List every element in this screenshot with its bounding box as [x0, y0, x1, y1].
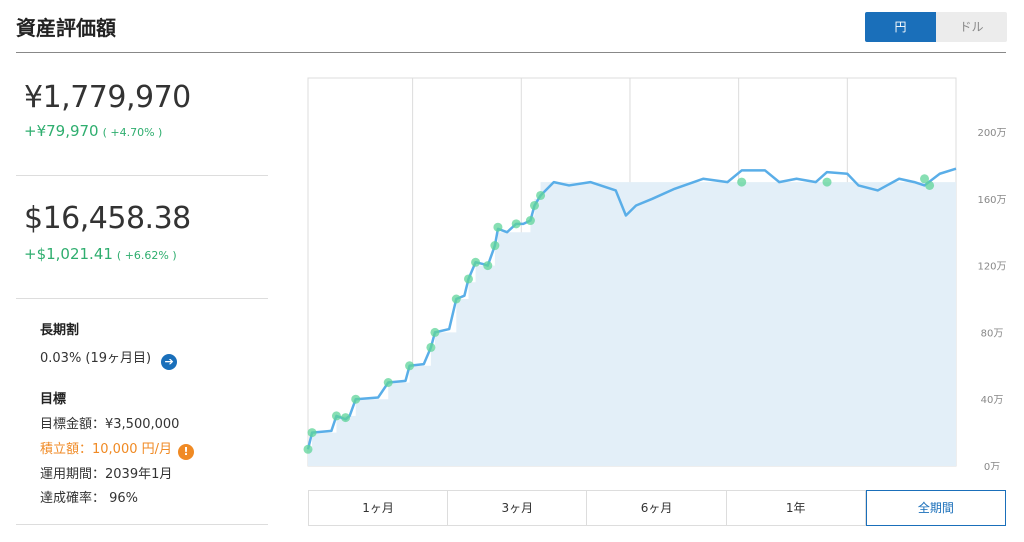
invested-area [308, 182, 956, 466]
usd-total-value: $16,458.38 [24, 201, 191, 236]
asset-chart-svg: 05/1909/03'18/12/1904/0507/2111/050万40万8… [303, 77, 1007, 470]
page-header: 資産評価額 円 ドル [0, 0, 1024, 54]
goal-probability: 達成確率： 96% [40, 491, 139, 506]
deposit-marker [925, 180, 935, 190]
deposit-marker [351, 394, 361, 404]
yen-change-amount: +¥79,970 [24, 122, 99, 140]
deposit-marker [536, 190, 546, 200]
range-tab[interactable]: 全期間 [865, 490, 1007, 526]
deposit-marker [525, 216, 535, 226]
range-tab[interactable]: 6ヶ月 [587, 490, 727, 526]
goal-monthly-row: 積立額：10,000 円/月! [40, 438, 194, 460]
summary-divider [16, 175, 268, 176]
warning-icon[interactable]: ! [178, 444, 194, 460]
y-tick-label: 160万 [977, 195, 1006, 206]
deposit-marker [493, 222, 503, 232]
currency-toggle: 円 ドル [865, 12, 1007, 42]
deposit-marker [511, 219, 521, 229]
y-tick-label: 0万 [984, 462, 1000, 470]
goal-label: 目標 [40, 392, 67, 407]
usd-change-percent: ( +6.62% ) [116, 249, 177, 262]
deposit-marker [490, 241, 500, 251]
y-tick-label: 80万 [981, 328, 1004, 339]
summary-divider [16, 524, 268, 525]
yen-change: +¥79,970( +4.70% ) [24, 122, 162, 140]
deposit-marker [822, 177, 832, 187]
deposit-marker [405, 361, 415, 371]
range-tab[interactable]: 1年 [726, 490, 866, 526]
deposit-marker [430, 327, 440, 337]
yen-change-percent: ( +4.70% ) [102, 126, 163, 139]
yen-total-value: ¥1,779,970 [24, 80, 191, 115]
range-tab[interactable]: 3ヶ月 [448, 490, 588, 526]
long-term-label: 長期割 [40, 323, 80, 338]
currency-yen-button[interactable]: 円 [865, 12, 936, 42]
y-tick-label: 120万 [977, 262, 1006, 273]
header-divider [16, 52, 1006, 53]
page-title: 資産評価額 [16, 16, 116, 40]
long-term-row: 0.03% (19ヶ月目) ➔ [40, 347, 178, 370]
deposit-marker [920, 174, 930, 184]
deposit-marker [471, 257, 481, 267]
deposit-marker [737, 177, 747, 187]
goal-monthly-amount: 積立額：10,000 円/月 [40, 442, 172, 457]
summary-divider [16, 298, 268, 299]
y-tick-label: 40万 [981, 395, 1004, 406]
range-tabs: 1ヶ月 3ヶ月 6ヶ月 1年 全期間 [308, 490, 1007, 526]
deposit-marker [529, 200, 539, 210]
deposit-marker [383, 378, 393, 387]
deposit-marker [331, 411, 341, 421]
usd-change-amount: +$1,021.41 [24, 245, 113, 263]
deposit-marker [341, 413, 351, 423]
currency-dollar-button[interactable]: ドル [936, 12, 1007, 42]
deposit-marker [307, 428, 317, 438]
long-term-value: 0.03% (19ヶ月目) [40, 351, 152, 366]
range-tab[interactable]: 1ヶ月 [308, 490, 449, 526]
goal-target-amount: 目標金額：¥3,500,000 [40, 417, 180, 432]
deposit-marker [483, 261, 493, 271]
y-tick-label: 200万 [977, 128, 1006, 139]
deposit-marker [426, 342, 436, 352]
deposit-marker [451, 294, 461, 304]
deposit-marker [463, 274, 473, 284]
asset-chart: 05/1909/03'18/12/1904/0507/2111/050万40万8… [300, 70, 1024, 470]
goal-period: 運用期間：2039年1月 [40, 467, 173, 482]
usd-change: +$1,021.41( +6.62% ) [24, 245, 177, 263]
deposit-marker [303, 444, 313, 454]
arrow-right-icon[interactable]: ➔ [161, 354, 178, 370]
